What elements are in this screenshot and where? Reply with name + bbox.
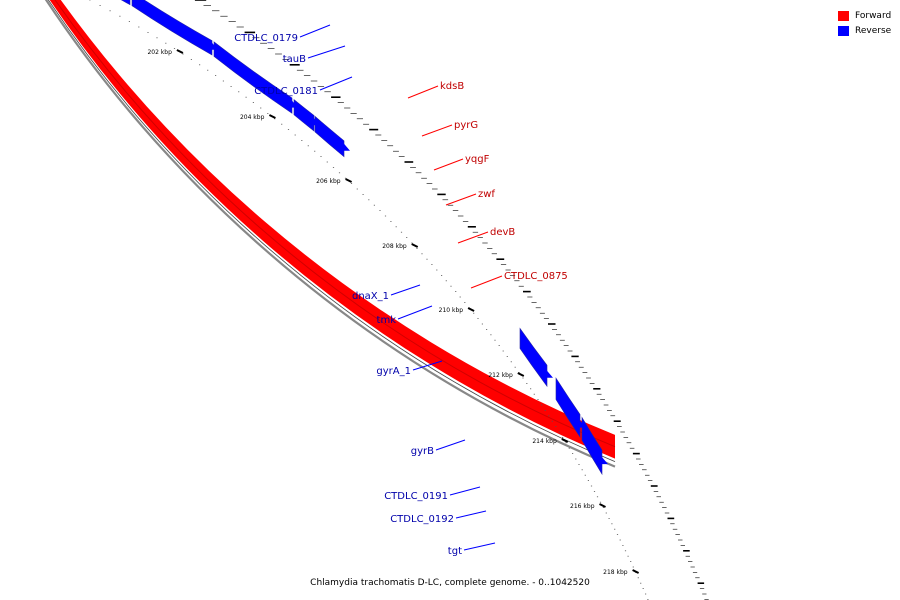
reverse-gene-label: CTDLC_0181 [254,86,318,97]
forward-gene-label: yqgF [465,154,490,165]
reverse-gene-block [555,377,581,438]
reverse-gene-label: gyrA_1 [376,366,411,377]
forward-gene-leader [421,124,453,137]
reverse-gene-label: tmk [377,315,397,326]
reverse-gene-label: CTDLC_0191 [384,491,448,502]
reverse-gene-label: gyrB [411,446,434,457]
reverse-gene-arrowhead [596,457,608,465]
ruler-label: 218 kbp [603,569,628,576]
reverse-gene-label: CTDLC_0179 [234,33,298,44]
reverse-gene-arrowhead [286,100,298,108]
ruler-major-tick [345,178,353,183]
backbone-line [44,0,616,468]
reverse-gene-arrowhead [338,143,350,151]
reverse-gene-arrowhead [574,420,586,428]
reverse-gene-label: dnaX_1 [352,291,389,302]
reverse-gene-leader [455,510,487,519]
map-caption: Chlamydia trachomatis D-LC, complete gen… [310,578,590,588]
ruler-major-tick [517,372,525,377]
reverse-gene-block [581,416,603,476]
reverse-gene-leader [449,486,481,496]
forward-gene-leader [457,231,489,244]
reverse-gene-arrowhead [541,370,553,378]
ruler-major-tick [268,114,276,119]
reverse-gene-block [293,98,315,132]
ruler-major-tick [632,569,640,574]
reverse-gene-leader [299,24,331,38]
reverse-gene-label: tgt [448,546,462,557]
ruler-major-tick [599,503,606,508]
legend-item-forward: Forward [838,8,891,23]
ruler-major-tick [467,307,475,312]
reverse-gene-arrowhead [206,42,218,50]
forward-strand-band [49,0,615,459]
forward-strand-shade [54,0,616,448]
ruler-label: 204 kbp [240,114,265,121]
legend: Forward Reverse [838,8,891,38]
ruler-label: 210 kbp [439,307,464,314]
ruler-label: 208 kbp [382,243,407,250]
backbone-line-outer [47,0,616,462]
ruler-label: 202 kbp [147,49,172,56]
ruler-major-tick [176,49,184,54]
forward-gene-leader [470,275,503,289]
forward-swatch [838,10,849,21]
reverse-gene-leader [412,360,443,371]
ruler-label: 212 kbp [488,372,513,379]
ruler-label: 214 kbp [532,438,557,445]
reverse-gene-leader [307,45,346,59]
reverse-gene-leader [463,542,496,551]
forward-gene-leader [407,85,439,99]
ruler-label: 216 kbp [570,503,595,510]
reverse-gene-leader [319,76,353,91]
forward-gene-label: zwf [478,189,495,200]
forward-gene-leader [433,158,464,171]
reverse-gene-leader [397,305,433,320]
reverse-gene-arrowhead [308,118,320,126]
forward-gene-label: kdsB [440,81,464,92]
forward-gene-label: pyrG [454,120,478,131]
reverse-gene-block [213,41,293,114]
legend-label-reverse: Reverse [855,25,892,36]
forward-gene-leader [445,193,477,206]
reverse-gene-block [314,115,345,158]
legend-item-reverse: Reverse [838,23,891,38]
ruler-major-tick [411,243,419,248]
ruler-label: 206 kbp [316,178,341,185]
reverse-gene-label: CTDLC_0192 [390,514,454,525]
reverse-gene-block [120,0,131,6]
reverse-gene-label: tauB [283,54,306,65]
reverse-gene-block [519,327,548,388]
forward-gene-label: CTDLC_0875 [504,271,568,282]
reverse-gene-leader [390,284,421,296]
ruler-major-tick [561,438,569,443]
reverse-gene-block [131,0,213,56]
legend-label-forward: Forward [855,10,892,21]
reverse-swatch [838,25,849,36]
forward-gene-label: devB [490,227,515,238]
reverse-gene-leader [435,439,466,451]
